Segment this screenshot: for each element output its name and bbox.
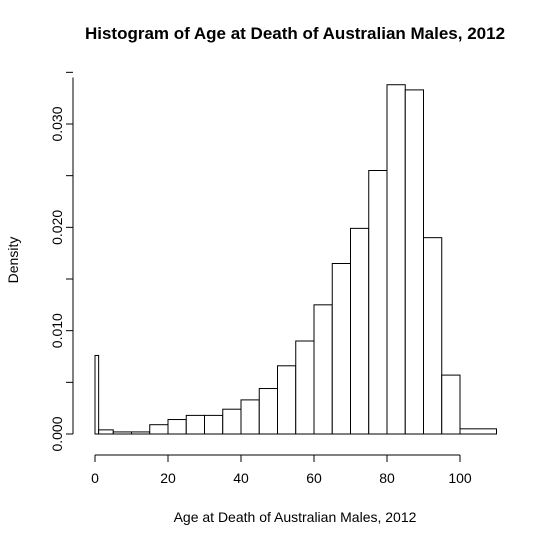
histogram-bar [185,414,205,435]
histogram-bar [441,374,461,435]
histogram-bar [94,354,100,435]
x-tick-label: 20 [160,470,176,486]
histogram-bar [167,419,187,435]
histogram-bar [350,227,370,435]
histogram-bar [386,84,406,435]
histogram-bar [98,429,114,435]
x-tick-label: 0 [91,470,99,486]
histogram-bar [149,424,169,435]
y-tick-label: 0.030 [49,106,65,141]
x-tick-label: 80 [379,470,395,486]
histogram-bar [240,399,260,435]
histogram-bar [423,237,443,435]
histogram-bar [313,304,333,435]
y-tick-label: 0.000 [49,416,65,451]
histogram-bar [277,365,297,435]
histogram-bar [459,428,497,435]
x-axis-label: Age at Death of Australian Males, 2012 [174,509,417,525]
histogram-bar [368,170,388,435]
chart-title: Histogram of Age at Death of Australian … [85,24,505,43]
histogram-bars [94,84,497,435]
histogram-bar [131,431,151,435]
x-tick-label: 40 [233,470,249,486]
y-axis-label: Density [5,237,21,284]
histogram-bar [331,263,351,435]
x-tick-label: 60 [306,470,322,486]
histogram-bar [112,431,132,435]
x-axis: 0 20 40 60 80 100 [91,454,472,486]
x-tick-label: 100 [448,470,472,486]
histogram-bar [222,408,242,435]
y-tick-label: 0.020 [49,210,65,245]
histogram-bar [295,340,315,435]
histogram-bar [204,414,224,435]
y-axis: 0.000 0.010 0.020 0.030 [49,71,74,452]
histogram-bar [404,89,424,435]
y-tick-label: 0.010 [49,313,65,348]
histogram-bar [258,388,278,435]
